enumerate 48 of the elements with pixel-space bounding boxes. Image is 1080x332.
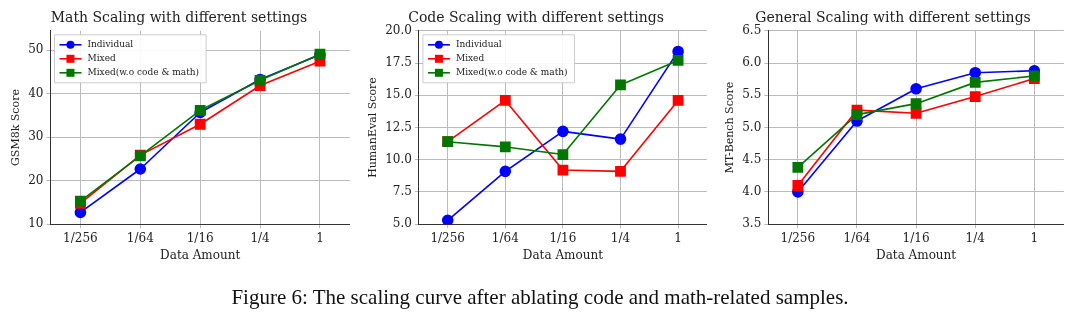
x-tick-label: 1/64: [843, 230, 871, 245]
y-tick-label: 15.0: [385, 87, 412, 102]
y-tick-label: 7.5: [392, 184, 412, 199]
legend-label: Individual: [87, 39, 134, 50]
y-axis-title: MT-Bench Score: [723, 81, 737, 174]
x-tick-label: 1/4: [250, 230, 271, 245]
y-axis-title: GSM8k Score: [9, 89, 23, 166]
caption: Figure 6: The scaling curve after ablating code and math-related samples.: [230, 285, 850, 310]
y-tick-label: 30: [28, 129, 44, 144]
y-tick-label: 6.0: [742, 55, 762, 70]
x-tick-label: 1/16: [186, 230, 214, 245]
x-tick-label: 1: [674, 230, 682, 245]
y-tick-label: 17.5: [385, 55, 412, 70]
y-axis-title: HumanEval Score: [366, 77, 380, 178]
legend-label: Mixed(w.o code & math): [87, 67, 200, 78]
y-tick-label: 20.0: [385, 22, 412, 37]
y-tick-label: 40: [28, 85, 44, 100]
y-tick-label: 50: [28, 42, 44, 57]
y-tick-label: 6.5: [742, 22, 762, 37]
x-tick-label: 1/256: [430, 230, 466, 245]
x-tick-label: 1: [316, 230, 324, 245]
y-tick-label: 4.5: [742, 151, 762, 166]
chart-title: Math Scaling with different settings: [50, 9, 308, 26]
y-tick-label: 5.0: [742, 119, 762, 134]
x-axis-title: Data Amount: [160, 247, 241, 262]
y-tick-label: 10: [28, 216, 44, 231]
x-tick-label: 1/4: [610, 230, 631, 245]
x-tick-label: 1: [1030, 230, 1039, 245]
y-tick-label: 4.0: [742, 184, 762, 199]
legend-label: Mixed(w.o code & math): [455, 67, 568, 78]
x-tick-label: 1/16: [549, 230, 577, 245]
x-tick-label: 1/256: [780, 230, 816, 245]
y-tick-label: 5.5: [742, 87, 762, 102]
y-tick-label: 3.5: [742, 216, 762, 231]
x-axis-title: Data Amount: [876, 247, 957, 262]
x-tick-label: 1/256: [63, 230, 98, 245]
y-tick-label: 12.5: [385, 119, 412, 134]
x-tick-label: 1/64: [126, 230, 155, 245]
legend-label: Individual: [455, 39, 502, 50]
legend-label: Mixed: [87, 53, 116, 64]
x-tick-label: 1/64: [491, 230, 520, 245]
legend-label: Mixed: [455, 53, 485, 64]
y-tick-label: 20: [28, 172, 44, 187]
y-tick-label: 5.0: [392, 216, 412, 231]
x-tick-label: 1/16: [902, 230, 930, 245]
x-tick-label: 1/4: [965, 230, 986, 245]
y-tick-label: 10.0: [385, 151, 412, 166]
x-axis-title: Data Amount: [522, 247, 604, 262]
